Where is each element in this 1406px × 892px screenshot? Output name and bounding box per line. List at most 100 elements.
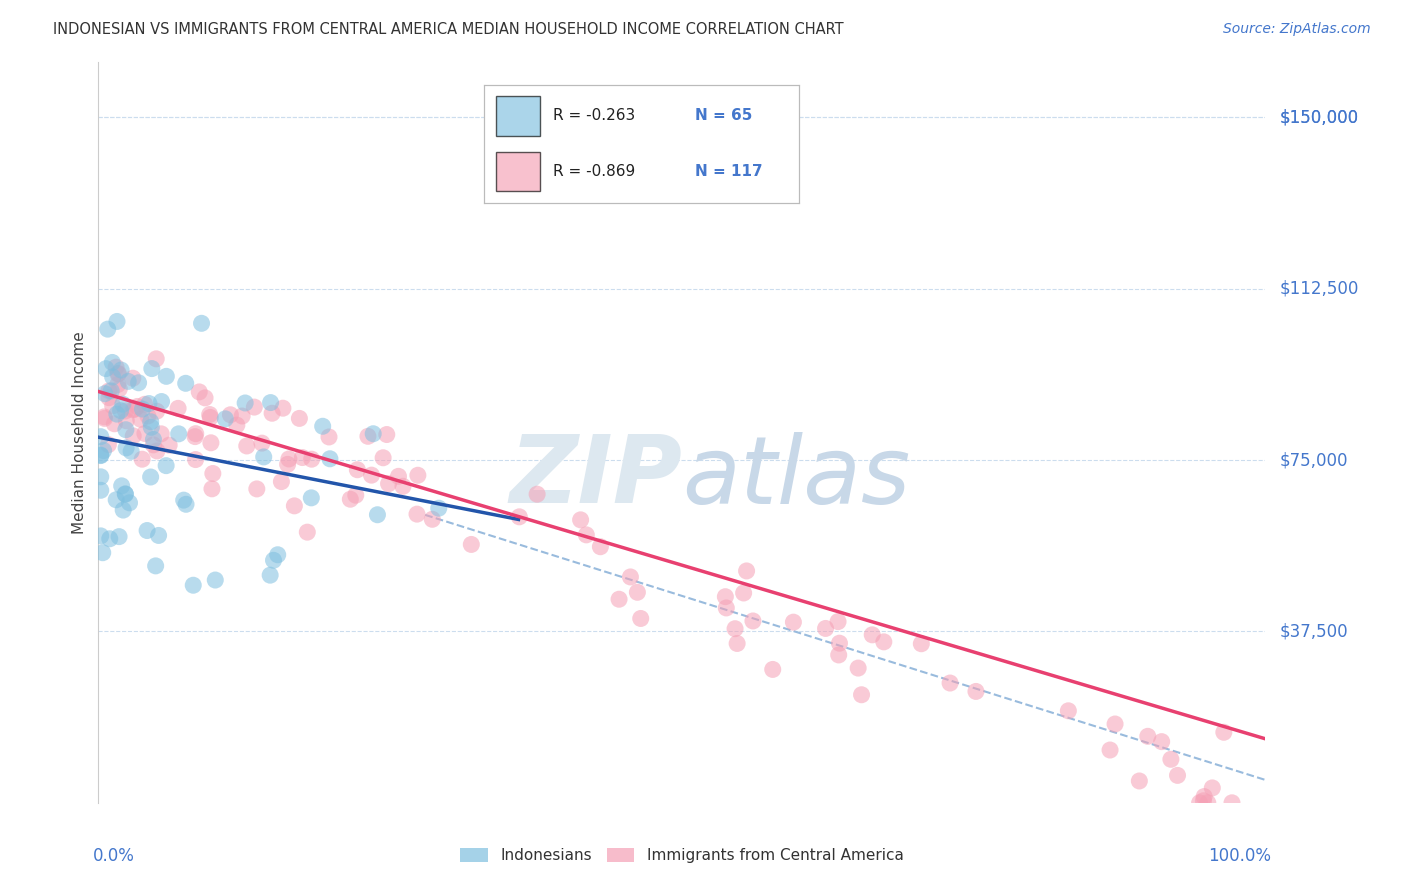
Point	[716, 601, 738, 615]
Point	[200, 435, 222, 450]
Point	[150, 394, 173, 409]
Point	[762, 662, 785, 676]
Point	[139, 415, 162, 429]
Point	[420, 512, 443, 526]
Point	[122, 429, 145, 443]
Text: INDONESIAN VS IMMIGRANTS FROM CENTRAL AMERICA MEDIAN HOUSEHOLD INCOME CORRELATIO: INDONESIAN VS IMMIGRANTS FROM CENTRAL AM…	[53, 22, 844, 37]
Point	[288, 411, 311, 425]
Point	[851, 688, 873, 702]
Point	[108, 382, 131, 396]
Point	[233, 396, 256, 410]
Point	[387, 469, 409, 483]
Point	[150, 426, 173, 441]
Point	[860, 628, 883, 642]
Point	[267, 548, 290, 562]
Point	[246, 482, 269, 496]
Point	[141, 361, 163, 376]
Point	[1104, 717, 1126, 731]
Point	[190, 316, 212, 330]
Point	[90, 529, 112, 543]
Point	[259, 568, 281, 582]
Point	[194, 391, 217, 405]
Point	[167, 401, 190, 416]
Point	[90, 430, 112, 444]
Point	[225, 418, 247, 433]
Point	[142, 433, 165, 447]
Point	[93, 411, 115, 425]
Point	[174, 497, 197, 511]
Point	[939, 676, 962, 690]
Point	[124, 402, 146, 417]
Point	[145, 558, 167, 573]
Point	[344, 488, 367, 502]
Point	[619, 570, 641, 584]
Point	[733, 586, 755, 600]
Point	[236, 439, 259, 453]
Point	[198, 408, 221, 422]
Point	[114, 404, 136, 418]
Text: Source: ZipAtlas.com: Source: ZipAtlas.com	[1223, 22, 1371, 37]
Point	[262, 406, 284, 420]
Point	[1166, 768, 1188, 782]
Point	[406, 507, 429, 521]
Point	[575, 528, 598, 542]
Point	[141, 420, 163, 434]
Point	[910, 637, 932, 651]
Point	[174, 376, 197, 391]
Point	[146, 444, 169, 458]
Point	[184, 452, 207, 467]
Point	[184, 429, 207, 443]
Point	[105, 492, 128, 507]
Point	[100, 384, 122, 398]
Point	[508, 509, 530, 524]
Point	[361, 426, 384, 441]
Point	[1057, 704, 1080, 718]
Point	[814, 622, 837, 636]
Point	[131, 402, 153, 417]
Point	[148, 528, 170, 542]
Point	[301, 452, 323, 467]
Point	[105, 407, 128, 421]
Text: atlas: atlas	[682, 432, 910, 523]
Point	[427, 501, 450, 516]
Text: 100.0%: 100.0%	[1208, 847, 1271, 865]
Point	[742, 614, 765, 628]
Point	[626, 585, 648, 599]
Point	[97, 391, 120, 405]
Point	[145, 404, 167, 418]
Point	[108, 530, 131, 544]
Point	[121, 371, 143, 385]
Point	[375, 427, 398, 442]
Point	[167, 426, 190, 441]
Point	[1212, 725, 1234, 739]
Point	[103, 417, 125, 431]
Point	[1128, 774, 1150, 789]
Point	[94, 386, 117, 401]
Point	[97, 322, 120, 336]
Point	[526, 487, 548, 501]
Point	[127, 400, 149, 414]
Point	[1201, 780, 1223, 795]
Point	[91, 546, 114, 560]
Point	[270, 475, 292, 489]
Point	[253, 450, 276, 464]
Text: $112,500: $112,500	[1279, 280, 1358, 298]
Point	[114, 487, 136, 501]
Point	[299, 491, 322, 505]
Text: $150,000: $150,000	[1279, 108, 1358, 127]
Point	[101, 370, 124, 384]
Point	[94, 361, 117, 376]
Point	[231, 409, 253, 423]
Point	[117, 375, 139, 389]
Point	[93, 409, 115, 424]
Point	[589, 540, 612, 554]
Point	[846, 661, 869, 675]
Y-axis label: Median Household Income: Median Household Income	[72, 331, 87, 534]
Point	[828, 648, 851, 662]
Point	[297, 525, 319, 540]
Text: $37,500: $37,500	[1279, 623, 1348, 640]
Point	[105, 360, 128, 375]
Point	[112, 503, 135, 517]
Point	[90, 483, 112, 498]
Point	[142, 438, 165, 452]
